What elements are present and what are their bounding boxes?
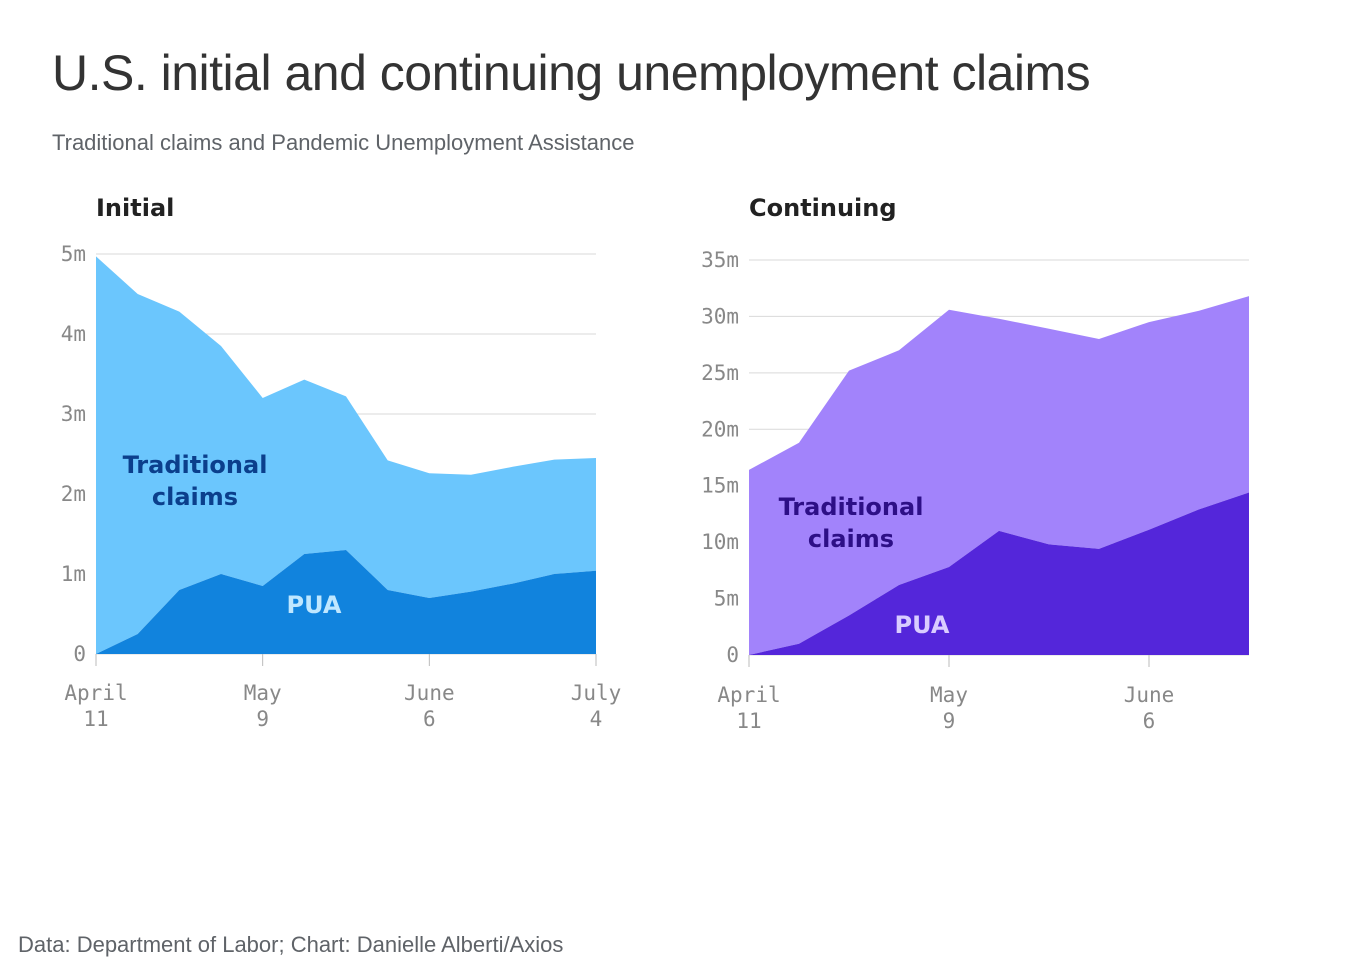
x-tick-label: 4 — [590, 707, 603, 731]
panel-title: Continuing — [749, 194, 897, 222]
x-tick-label: April — [717, 683, 780, 707]
x-tick-label: June — [1124, 683, 1175, 707]
x-tick-label: 9 — [256, 707, 269, 731]
panel-title: Initial — [96, 194, 174, 222]
pua-label: PUA — [287, 591, 342, 619]
y-tick-label: 10m — [701, 530, 739, 554]
y-tick-label: 30m — [701, 304, 739, 328]
x-tick-label: May — [244, 681, 282, 705]
pua-area — [749, 492, 1249, 655]
x-tick-label: 11 — [83, 707, 108, 731]
x-tick-label: May — [930, 683, 968, 707]
x-tick-label: 6 — [423, 707, 436, 731]
y-tick-label: 1m — [61, 562, 86, 586]
y-tick-label: 0 — [73, 642, 86, 666]
y-tick-label: 5m — [61, 242, 86, 266]
y-tick-label: 4m — [61, 322, 86, 346]
y-tick-label: 15m — [701, 474, 739, 498]
y-tick-label: 3m — [61, 402, 86, 426]
y-tick-label: 20m — [701, 417, 739, 441]
x-tick-label: June — [404, 681, 455, 705]
pua-area — [96, 550, 596, 654]
x-tick-label: 11 — [736, 709, 761, 733]
chart-subtitle: Traditional claims and Pandemic Unemploy… — [52, 130, 635, 155]
traditional-claims-area — [749, 296, 1249, 655]
y-tick-label: 25m — [701, 361, 739, 385]
traditional-claims-label: Traditional claims — [779, 493, 924, 553]
x-tick-label: 9 — [943, 709, 956, 733]
y-tick-label: 2m — [61, 482, 86, 506]
traditional-claims-area — [96, 256, 596, 654]
chart-title: U.S. initial and continuing unemployment… — [52, 45, 1091, 101]
x-tick-label: July — [571, 681, 622, 705]
y-tick-label: 0 — [726, 643, 739, 667]
y-tick-label: 5m — [714, 587, 739, 611]
traditional-claims-label: Traditional claims — [123, 451, 268, 511]
chart-source: Data: Department of Labor; Chart: Daniel… — [18, 932, 564, 957]
pua-label: PUA — [895, 611, 950, 639]
y-tick-label: 35m — [701, 248, 739, 272]
x-tick-label: 6 — [1143, 709, 1156, 733]
x-tick-label: April — [64, 681, 127, 705]
